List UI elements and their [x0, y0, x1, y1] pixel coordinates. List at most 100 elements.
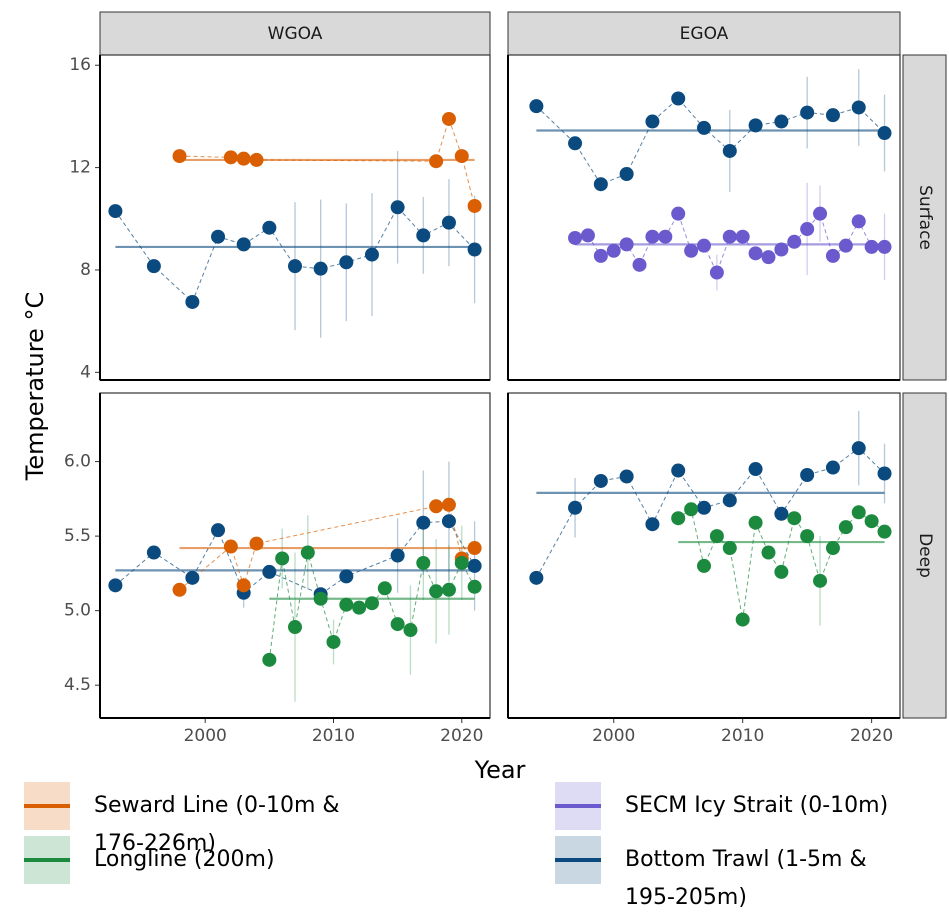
data-point	[236, 151, 251, 166]
data-point	[800, 222, 815, 237]
data-point	[416, 515, 431, 530]
y-axis-title: Temperature °C	[21, 292, 49, 481]
data-point	[441, 111, 456, 126]
data-point	[838, 238, 853, 253]
data-point	[838, 520, 853, 535]
plot-area	[108, 461, 482, 702]
data-point	[568, 500, 583, 515]
data-point	[236, 578, 251, 593]
x-tick-label: 2020	[440, 726, 483, 746]
data-point	[813, 206, 828, 221]
data-point	[326, 634, 341, 649]
data-point	[288, 259, 302, 274]
data-point	[568, 230, 583, 245]
data-point	[529, 570, 544, 585]
data-point	[671, 463, 686, 478]
y-tick-label: 12	[69, 158, 91, 178]
data-point	[735, 229, 750, 244]
data-point	[671, 91, 686, 106]
data-point	[774, 506, 789, 521]
data-point	[813, 573, 828, 588]
data-point	[593, 473, 608, 488]
data-point	[735, 612, 750, 627]
legend-label: SECM Icy Strait (0-10m)	[625, 793, 889, 818]
data-point	[416, 555, 431, 570]
data-point	[851, 100, 866, 115]
data-point	[825, 248, 840, 263]
panel-background	[100, 393, 490, 718]
data-point	[748, 246, 763, 261]
data-point	[454, 555, 469, 570]
data-point	[288, 620, 302, 635]
data-point	[339, 597, 354, 612]
data-point	[467, 242, 482, 257]
data-point	[722, 143, 737, 158]
data-point	[748, 118, 763, 133]
strip-label: WGOA	[268, 24, 323, 44]
data-point	[467, 198, 482, 213]
data-point	[825, 541, 840, 556]
data-point	[671, 511, 686, 526]
y-tick-label: 16	[69, 55, 91, 75]
data-point	[429, 499, 444, 514]
data-point	[223, 539, 238, 554]
data-point	[185, 294, 200, 309]
data-point	[403, 623, 418, 638]
data-point	[262, 564, 277, 579]
data-point	[877, 239, 892, 254]
x-axis-title: Year	[474, 756, 526, 784]
data-point	[774, 564, 789, 579]
data-point	[339, 255, 354, 270]
strip	[99, 11, 491, 56]
y-tick-label: 5.5	[64, 526, 91, 546]
data-point	[262, 652, 277, 667]
data-point	[211, 229, 226, 244]
plot-area	[529, 410, 892, 627]
data-point	[606, 243, 621, 258]
data-point	[800, 105, 815, 120]
data-point	[864, 239, 879, 254]
data-point	[709, 265, 724, 280]
data-point	[339, 569, 354, 584]
data-point	[697, 238, 711, 253]
data-point	[722, 541, 737, 556]
data-point	[429, 584, 444, 599]
data-point	[877, 524, 892, 539]
plot-area	[108, 111, 482, 338]
x-tick-label: 2010	[312, 726, 355, 746]
data-point	[441, 514, 456, 529]
data-point	[454, 149, 469, 164]
strip-label: Surface	[915, 185, 935, 250]
data-point	[593, 177, 608, 192]
data-point	[223, 150, 238, 165]
x-tick-label: 2010	[721, 726, 764, 746]
strip-label: Deep	[915, 533, 935, 578]
data-point	[877, 466, 892, 481]
data-point	[697, 558, 711, 573]
data-point	[441, 582, 456, 597]
y-tick-label: 5.0	[64, 601, 91, 621]
data-point	[441, 497, 456, 512]
data-point	[467, 558, 482, 573]
data-point	[800, 529, 815, 544]
y-tick-label: 6.0	[64, 452, 91, 472]
data-point	[851, 505, 866, 520]
data-point	[108, 578, 123, 593]
strip	[902, 392, 947, 719]
data-point	[825, 460, 840, 475]
data-point	[619, 469, 634, 484]
data-point	[658, 229, 673, 244]
data-point	[185, 570, 200, 585]
data-point	[709, 529, 724, 544]
data-point	[761, 250, 776, 265]
data-point	[748, 515, 763, 530]
data-point	[787, 234, 802, 249]
data-point	[580, 228, 595, 243]
panel-background	[100, 55, 490, 380]
data-point	[211, 523, 226, 538]
data-point	[684, 243, 699, 258]
data-point	[364, 247, 379, 262]
data-point	[390, 617, 405, 632]
